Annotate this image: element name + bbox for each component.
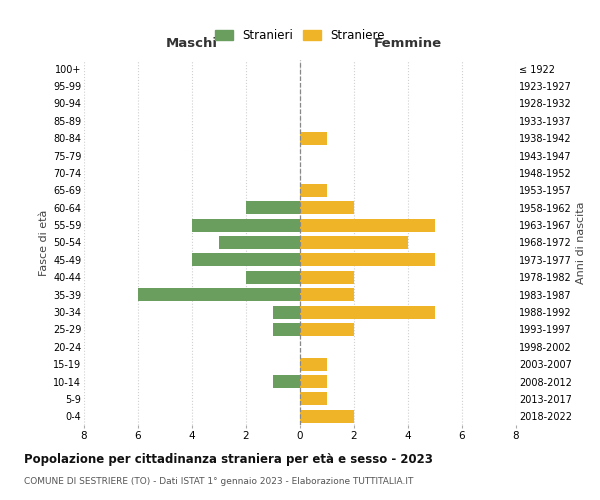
Bar — [273, 306, 300, 318]
Bar — [246, 201, 300, 214]
Y-axis label: Anni di nascita: Anni di nascita — [576, 201, 586, 284]
Bar — [300, 184, 327, 197]
Bar — [300, 132, 327, 144]
Bar — [246, 270, 300, 284]
Text: Femmine: Femmine — [374, 36, 442, 50]
Bar — [192, 254, 300, 266]
Bar — [300, 375, 327, 388]
Bar — [300, 358, 327, 370]
Text: Maschi: Maschi — [166, 36, 218, 50]
Bar — [192, 218, 300, 232]
Legend: Stranieri, Straniere: Stranieri, Straniere — [212, 26, 388, 46]
Bar — [300, 288, 354, 301]
Bar — [300, 270, 354, 284]
Bar — [300, 236, 408, 249]
Bar — [300, 323, 354, 336]
Bar — [300, 201, 354, 214]
Y-axis label: Fasce di età: Fasce di età — [38, 210, 49, 276]
Bar — [300, 306, 435, 318]
Bar — [219, 236, 300, 249]
Bar — [300, 218, 435, 232]
Text: Popolazione per cittadinanza straniera per età e sesso - 2023: Popolazione per cittadinanza straniera p… — [24, 452, 433, 466]
Bar — [138, 288, 300, 301]
Bar — [273, 375, 300, 388]
Bar — [300, 254, 435, 266]
Bar — [300, 392, 327, 406]
Bar — [300, 410, 354, 423]
Text: COMUNE DI SESTRIERE (TO) - Dati ISTAT 1° gennaio 2023 - Elaborazione TUTTITALIA.: COMUNE DI SESTRIERE (TO) - Dati ISTAT 1°… — [24, 478, 413, 486]
Bar — [273, 323, 300, 336]
